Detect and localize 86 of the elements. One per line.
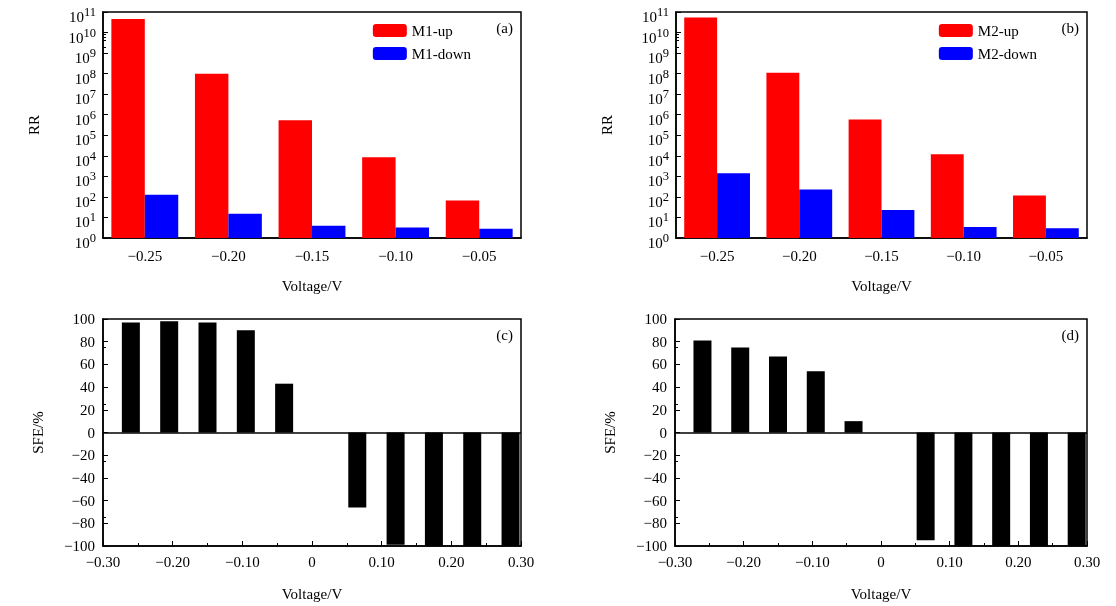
x-tick-label: 0 [308, 553, 316, 570]
x-tick-label: −0.10 [794, 553, 830, 570]
y-tick-label: 10$^{2}$ [647, 189, 669, 210]
y-tick-label: 10$^{10}$ [68, 25, 96, 46]
y-tick-label: 10$^{6}$ [647, 107, 669, 128]
y-tick-label: −20 [643, 447, 667, 464]
y-tick-label: 10$^{4}$ [647, 148, 669, 169]
y-tick-label: 80 [80, 333, 95, 350]
annotation: (a) [496, 19, 514, 37]
x-axis-title: Voltage/V [850, 585, 912, 602]
y-tick-label: 10$^{3}$ [74, 169, 96, 190]
y-tick-label: 10$^{6}$ [74, 107, 96, 128]
x-tick-label: −0.25 [699, 247, 735, 264]
y-tick-label: 20 [652, 401, 667, 418]
y-tick-label: 10$^{10}$ [641, 25, 669, 46]
x-axis-title: Voltage/V [851, 277, 912, 294]
y-tick-label: 10$^{4}$ [74, 148, 96, 169]
x-tick-label: −0.10 [224, 553, 260, 570]
y-tick-label: −40 [643, 469, 667, 486]
x-tick-label: −0.10 [378, 247, 413, 264]
y-tick-label: 10$^{5}$ [74, 128, 96, 149]
legend-label: M1-up [411, 22, 453, 39]
y-tick-label: 60 [652, 356, 667, 373]
y-tick-label: −60 [71, 492, 95, 509]
x-tick-label: 0.30 [507, 553, 535, 570]
x-tick-label: −0.20 [726, 553, 762, 570]
legend-label: M1-down [411, 45, 472, 62]
y-tick-label: 40 [652, 379, 667, 396]
y-tick-label: 10$^{1}$ [74, 210, 96, 231]
x-axis-title: Voltage/V [281, 585, 343, 602]
y-tick-label: 20 [80, 401, 95, 418]
y-tick-label: −40 [71, 469, 95, 486]
y-tick-label: −80 [71, 515, 95, 532]
y-tick-label: −100 [64, 538, 95, 554]
x-tick-label: −0.15 [864, 247, 899, 264]
x-tick-label: −0.15 [294, 247, 330, 264]
x-tick-label: −0.25 [127, 247, 163, 264]
y-tick-label: −100 [636, 538, 667, 554]
x-tick-label: −0.20 [211, 247, 246, 264]
x-tick-label: 0.10 [936, 553, 963, 570]
y-tick-label: 80 [652, 333, 667, 350]
x-tick-label: 0 [877, 553, 885, 570]
x-tick-label: 0.10 [368, 553, 395, 570]
y-tick-label: 10$^{0}$ [74, 231, 96, 251]
y-tick-label: 0 [87, 424, 95, 441]
y-tick-label: 100 [72, 311, 95, 327]
y-tick-label: 100 [644, 311, 667, 327]
y-tick-label: 10$^{5}$ [647, 128, 669, 149]
y-tick-label: 40 [80, 379, 95, 396]
x-tick-label: −0.20 [155, 553, 191, 570]
x-tick-label: −0.05 [1028, 247, 1064, 264]
y-tick-label: 10$^{8}$ [647, 66, 669, 87]
y-tick-label: 10$^{9}$ [74, 46, 96, 67]
y-tick-label: 10$^{7}$ [647, 87, 669, 108]
y-tick-label: −80 [643, 515, 667, 532]
legend-label: M2-up [977, 22, 1019, 39]
y-axis-title: RR [598, 114, 615, 136]
y-axis-title: SFE/% [601, 411, 618, 454]
y-tick-label: −60 [643, 492, 667, 509]
x-tick-label: −0.05 [461, 247, 497, 264]
x-tick-label: −0.30 [85, 553, 121, 570]
y-tick-label: 0 [659, 424, 667, 441]
y-tick-label: 10$^{11}$ [68, 4, 96, 27]
y-tick-label: 10$^{2}$ [74, 189, 96, 210]
y-tick-label: 10$^{11}$ [641, 4, 669, 27]
x-tick-label: −0.10 [946, 247, 982, 264]
y-axis-title: RR [25, 114, 42, 136]
y-tick-label: 10$^{0}$ [647, 231, 669, 251]
annotation: (b) [1061, 19, 1080, 37]
y-tick-label: 10$^{9}$ [647, 46, 669, 67]
x-tick-label: 0.30 [1073, 553, 1101, 570]
annotation: (c) [496, 326, 514, 344]
annotation: (d) [1061, 326, 1080, 344]
y-axis-title: SFE/% [29, 411, 46, 454]
x-tick-label: 0.20 [438, 553, 465, 570]
y-tick-label: −20 [71, 447, 95, 464]
y-tick-label: 10$^{7}$ [74, 87, 96, 108]
x-tick-label: −0.30 [657, 553, 693, 570]
x-tick-label: 0.20 [1005, 553, 1032, 570]
x-tick-label: −0.20 [781, 247, 817, 264]
y-tick-label: 10$^{8}$ [74, 66, 96, 87]
y-tick-label: 60 [80, 356, 95, 373]
y-tick-label: 10$^{1}$ [647, 210, 669, 231]
legend-label: M2-down [977, 45, 1038, 62]
y-tick-label: 10$^{3}$ [647, 169, 669, 190]
x-axis-title: Voltage/V [281, 277, 343, 294]
